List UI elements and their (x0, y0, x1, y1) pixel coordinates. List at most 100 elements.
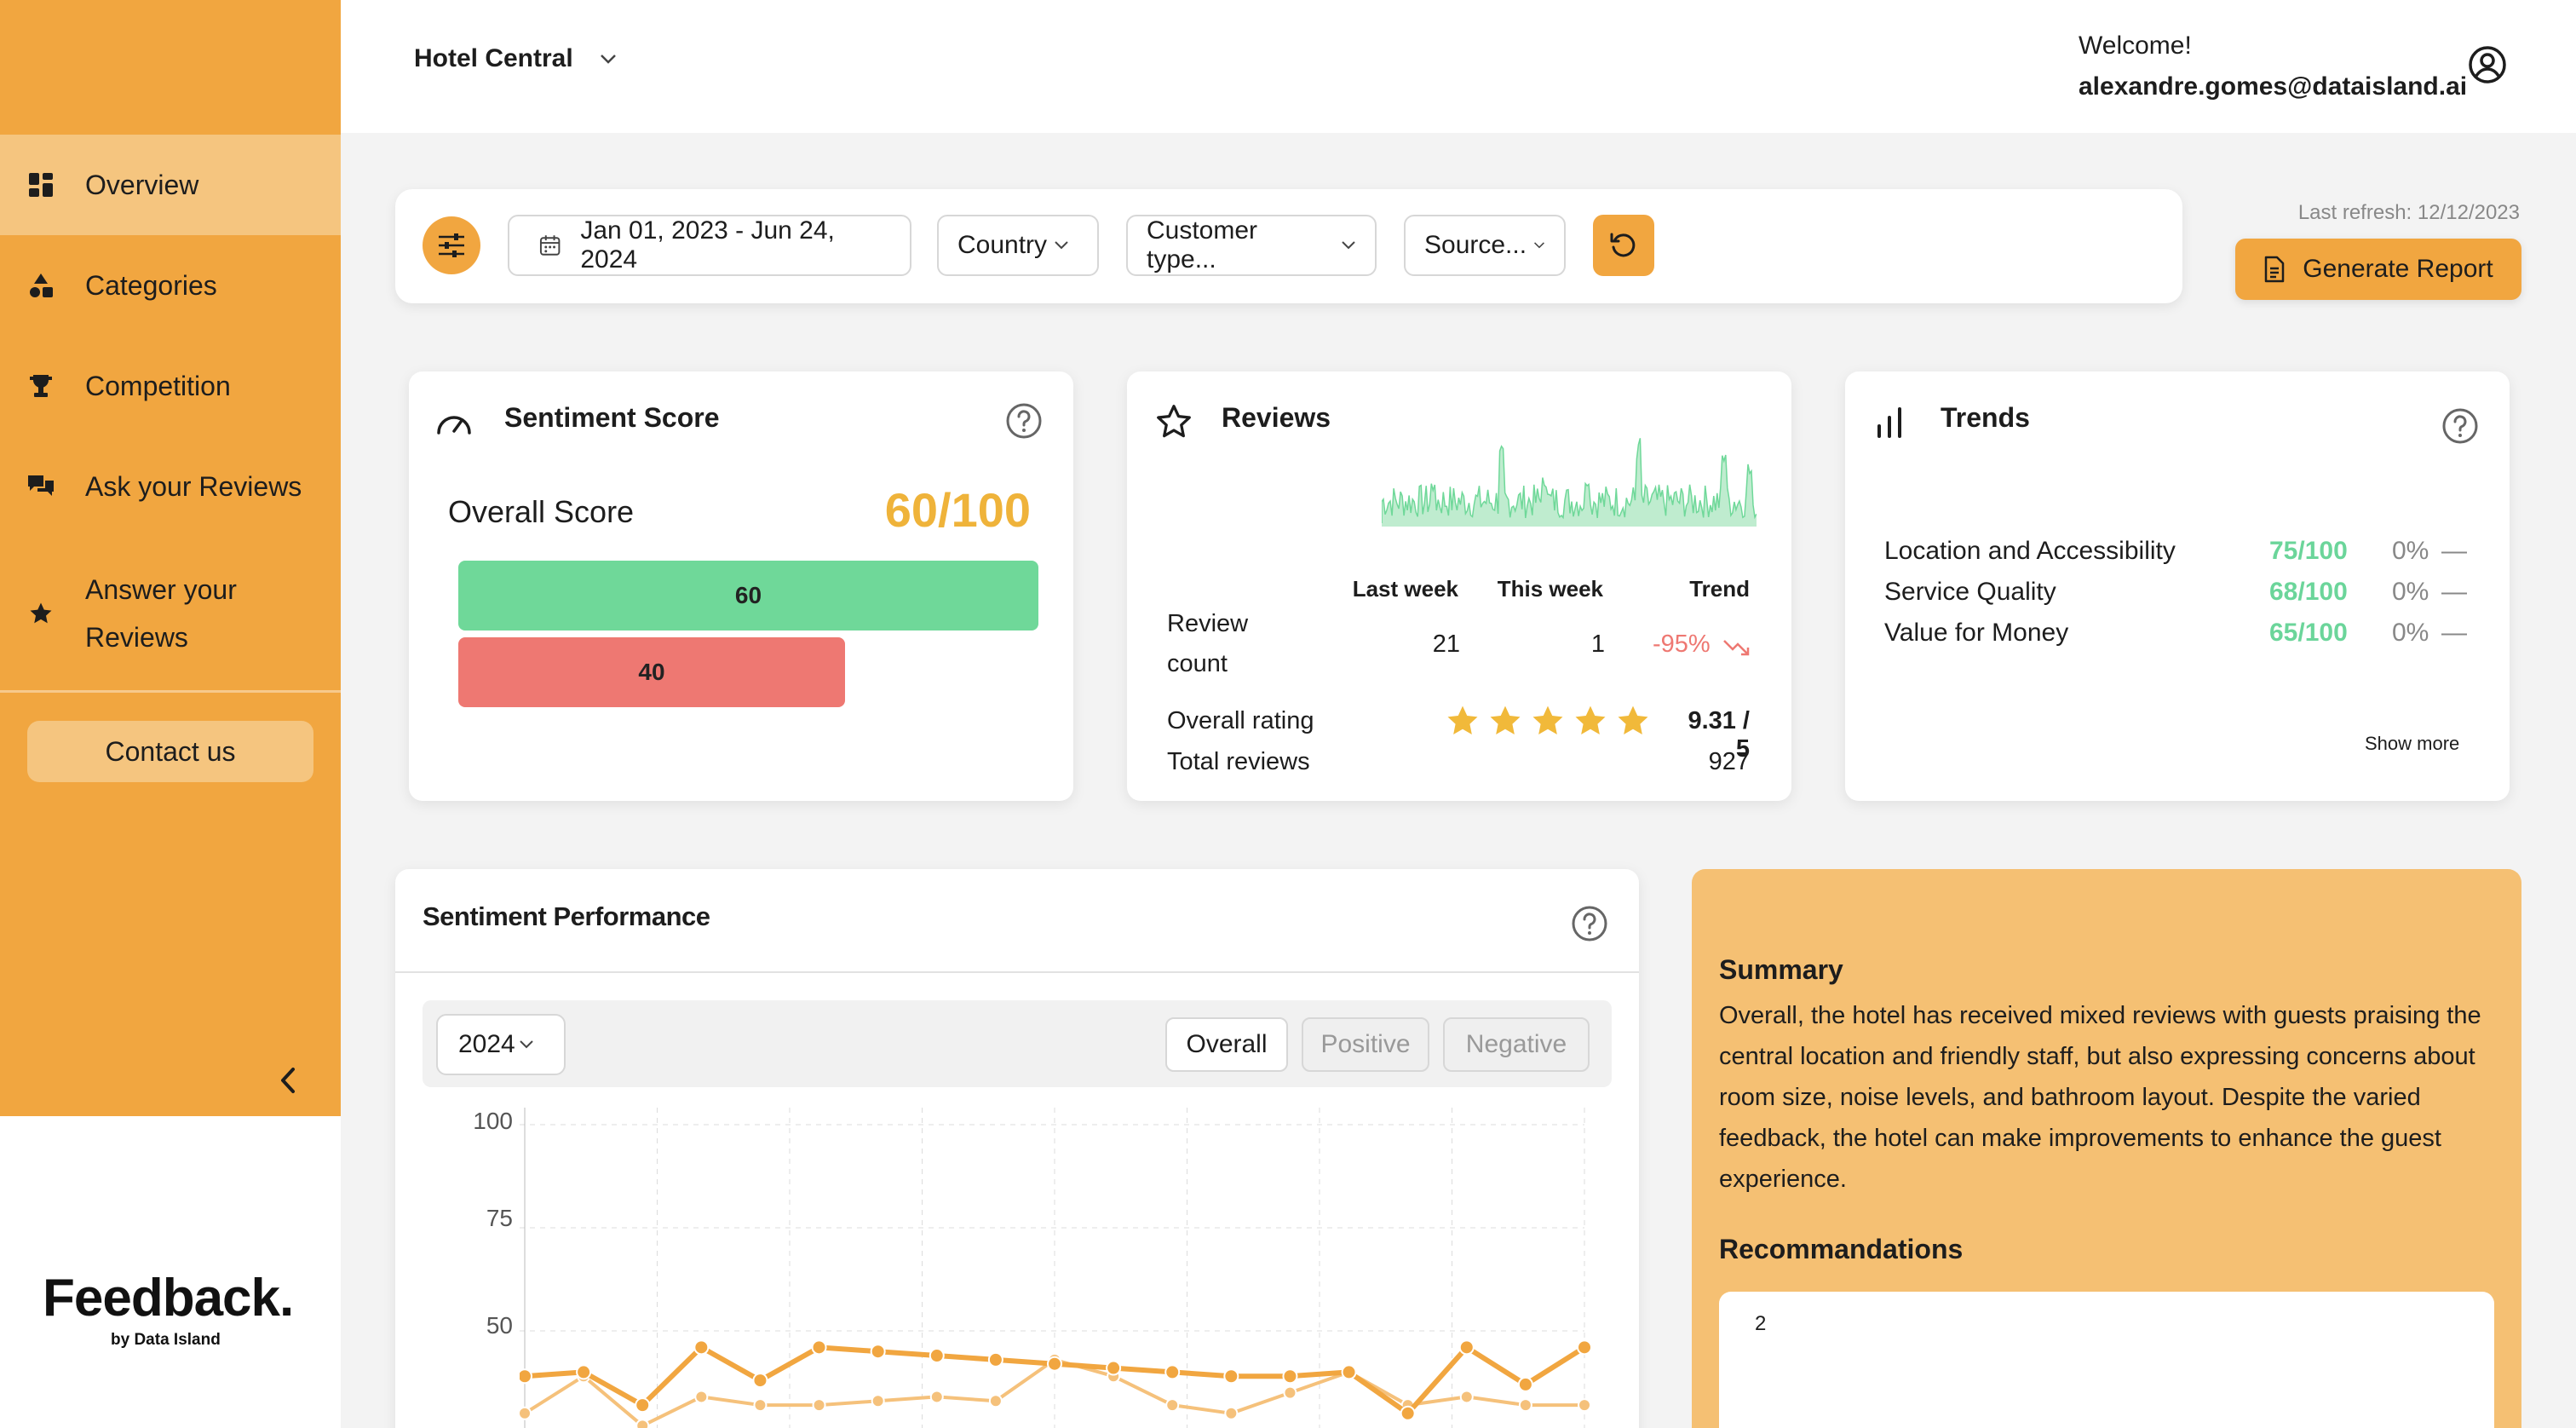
trends-card (1845, 371, 2510, 801)
calendar-icon (539, 235, 561, 256)
overall-rating-value: 9.31 / 5 (1688, 707, 1750, 763)
rating-star-icon (1575, 705, 1606, 735)
rating-star-icon (1447, 705, 1478, 735)
trend-dash: — (2441, 537, 2467, 565)
card-divider (395, 971, 1639, 973)
filters-toggle-button[interactable] (423, 216, 480, 274)
data-point (1164, 1364, 1181, 1380)
tab-overall[interactable]: Overall (1165, 1017, 1288, 1072)
help-icon[interactable] (1005, 402, 1043, 440)
sidebar: Overview Categories Competition Ask your… (0, 0, 341, 1116)
sidebar-item-competition[interactable]: Competition (0, 336, 341, 436)
data-point (576, 1364, 592, 1380)
review-count-label: Review (1167, 610, 1249, 637)
year-select[interactable]: 2024 (436, 1014, 566, 1075)
tab-negative[interactable]: Negative (1443, 1017, 1590, 1072)
refresh-button[interactable] (1593, 215, 1654, 276)
data-point (753, 1398, 768, 1413)
overall-rating-label: Overall rating (1167, 707, 1314, 734)
data-point (520, 1406, 532, 1420)
collapse-sidebar-button[interactable] (271, 1063, 305, 1097)
y-tick-label: 100 (473, 1108, 513, 1134)
logo-area (0, 1116, 341, 1428)
y-tick-label: 75 (486, 1205, 513, 1231)
data-point (520, 1368, 532, 1385)
summary-title: Summary (1719, 954, 1843, 985)
trend-change: 0% (2392, 619, 2429, 647)
trend-score: 65/100 (2269, 619, 2348, 647)
data-point (1047, 1356, 1062, 1372)
review-count-label-2: count (1167, 650, 1228, 677)
source-label: Source... (1424, 231, 1527, 259)
overall-score-label: Overall Score (448, 494, 635, 529)
trend-change: 0% (2392, 537, 2429, 565)
data-point (694, 1390, 709, 1404)
recommendations-title: Recommandations (1719, 1234, 1964, 1264)
gauge-icon (437, 416, 471, 435)
welcome-text: Welcome! (2079, 32, 2192, 60)
sentiment-performance-title: Sentiment Performance (423, 901, 710, 931)
chart-controls-bar (423, 1000, 1612, 1087)
sidebar-item-ask-reviews[interactable]: Ask your Reviews (0, 436, 341, 537)
data-point (635, 1397, 651, 1414)
top-bar (341, 0, 2576, 133)
data-point (1224, 1406, 1239, 1420)
data-point (1518, 1398, 1532, 1413)
customer-type-select[interactable]: Customer type... (1126, 215, 1377, 276)
trend-label: Location and Accessibility (1884, 537, 2176, 565)
sidebar-item-label: Categories (85, 269, 217, 301)
refresh-icon (1610, 233, 1636, 257)
app-logo-subtitle: by Data Island (111, 1331, 221, 1349)
country-label: Country (957, 231, 1048, 259)
sidebar-item-label: Competition (85, 370, 231, 401)
bar-chart-icon (1877, 407, 1901, 438)
sidebar-item-label: Answer your Reviews (85, 574, 237, 653)
document-icon (2265, 256, 2285, 283)
date-range-value: Jan 01, 2023 - Jun 24, 2024 (580, 216, 835, 274)
sidebar-item-overview[interactable]: Overview (0, 135, 341, 235)
reviews-sparkline (1382, 438, 1757, 527)
data-point (1283, 1385, 1297, 1400)
sentiment-score-title: Sentiment Score (504, 402, 720, 433)
data-point (929, 1348, 945, 1364)
chevron-down-icon (1534, 242, 1544, 249)
help-icon[interactable] (1571, 905, 1608, 942)
data-point (987, 1351, 1003, 1368)
data-point (871, 1394, 885, 1408)
customer-type-label: Customer type... (1147, 216, 1258, 274)
hotel-selector[interactable]: Hotel Central (414, 44, 618, 73)
total-reviews-value: 927 (1708, 748, 1750, 775)
rating-star-icon (1532, 705, 1563, 735)
col-trend: Trend (1689, 576, 1750, 602)
sidebar-item-categories[interactable]: Categories (0, 235, 341, 336)
tab-positive[interactable]: Positive (1302, 1017, 1429, 1072)
summary-text: Overall, the hotel has received mixed re… (1719, 1002, 2481, 1193)
sliders-icon (439, 233, 464, 257)
last-week-count: 21 (1432, 631, 1460, 658)
help-icon[interactable] (2441, 407, 2479, 445)
recommendations-box (1719, 1292, 2494, 1428)
sparkline-line (1382, 438, 1757, 523)
data-point (1165, 1398, 1180, 1413)
date-range-picker[interactable]: Jan 01, 2023 - Jun 24, 2024 (508, 215, 911, 276)
source-select[interactable]: Source... (1404, 215, 1566, 276)
data-point (811, 1339, 827, 1356)
reviews-title: Reviews (1222, 402, 1331, 433)
country-select[interactable]: Country (937, 215, 1099, 276)
sidebar-item-answer-reviews[interactable]: Answer your Reviews (0, 545, 341, 682)
data-point (693, 1339, 710, 1356)
contact-us-button[interactable]: Contact us (27, 721, 313, 782)
generate-report-button[interactable]: Generate Report (2235, 239, 2521, 300)
user-account-icon[interactable] (2467, 44, 2508, 85)
trend-down-icon (1723, 640, 1750, 656)
star-outline-icon (1157, 405, 1191, 438)
trend-label: Value for Money (1884, 619, 2069, 647)
rating-star-icon (1618, 705, 1648, 735)
trend-label: Service Quality (1884, 578, 2056, 606)
trend-score: 68/100 (2269, 578, 2348, 606)
data-point (635, 1419, 650, 1428)
show-more-link[interactable]: Show more (2365, 733, 2460, 754)
chevron-down-icon (600, 55, 616, 64)
recommendations-text: 2 (1755, 1312, 1767, 1335)
data-point (1458, 1339, 1475, 1356)
